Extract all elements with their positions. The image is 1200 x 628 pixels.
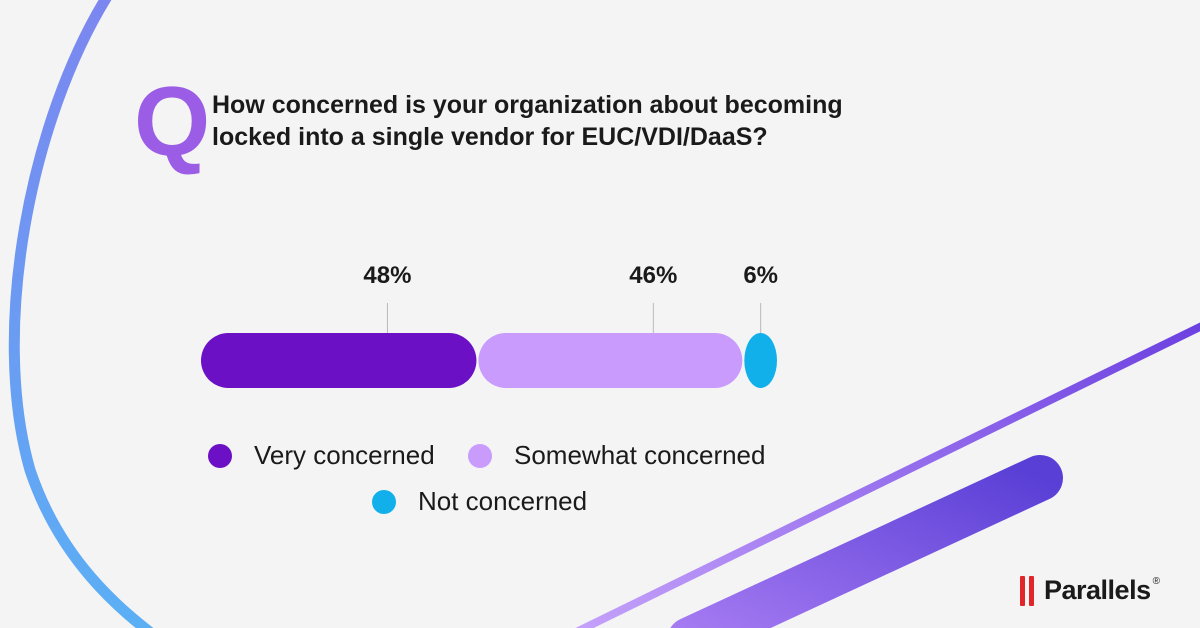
decor-arc [8, 0, 154, 628]
legend-dot [208, 443, 232, 468]
legend-item-not-concerned: Not concerned [372, 486, 587, 517]
bar-segment-somewhat-concerned [478, 333, 743, 388]
q-mark: Q [134, 66, 210, 176]
value-label-somewhat-concerned: 46% [629, 262, 677, 289]
legend-label: Very concerned [254, 440, 435, 470]
bar-segment-not-concerned [744, 333, 777, 388]
legend-label: Somewhat concerned [514, 440, 766, 470]
legend-dot [468, 443, 492, 468]
question-title: How concerned is your organization about… [212, 90, 932, 154]
registered-mark: ® [1152, 576, 1160, 587]
legend-item-somewhat-concerned: Somewhat concerned [468, 440, 765, 471]
bar-segment-very-concerned [201, 333, 477, 388]
legend-item-very-concerned: Very concerned [208, 440, 435, 471]
question-line-2: locked into a single vendor for EUC/VDI/… [212, 122, 768, 151]
logo-text: Parallels [1044, 575, 1151, 605]
legend-label: Not concerned [418, 486, 588, 516]
decor-stripe [670, 455, 1063, 628]
value-label-not-concerned: 6% [743, 262, 778, 289]
value-label-very-concerned: 48% [363, 262, 411, 289]
parallels-logo-icon [1020, 575, 1038, 606]
decor-diagonal-line [575, 322, 1200, 628]
legend-dot [372, 489, 396, 514]
question-line-1: How concerned is your organization about… [212, 91, 843, 119]
parallels-logo: Parallels ® [1020, 575, 1160, 606]
